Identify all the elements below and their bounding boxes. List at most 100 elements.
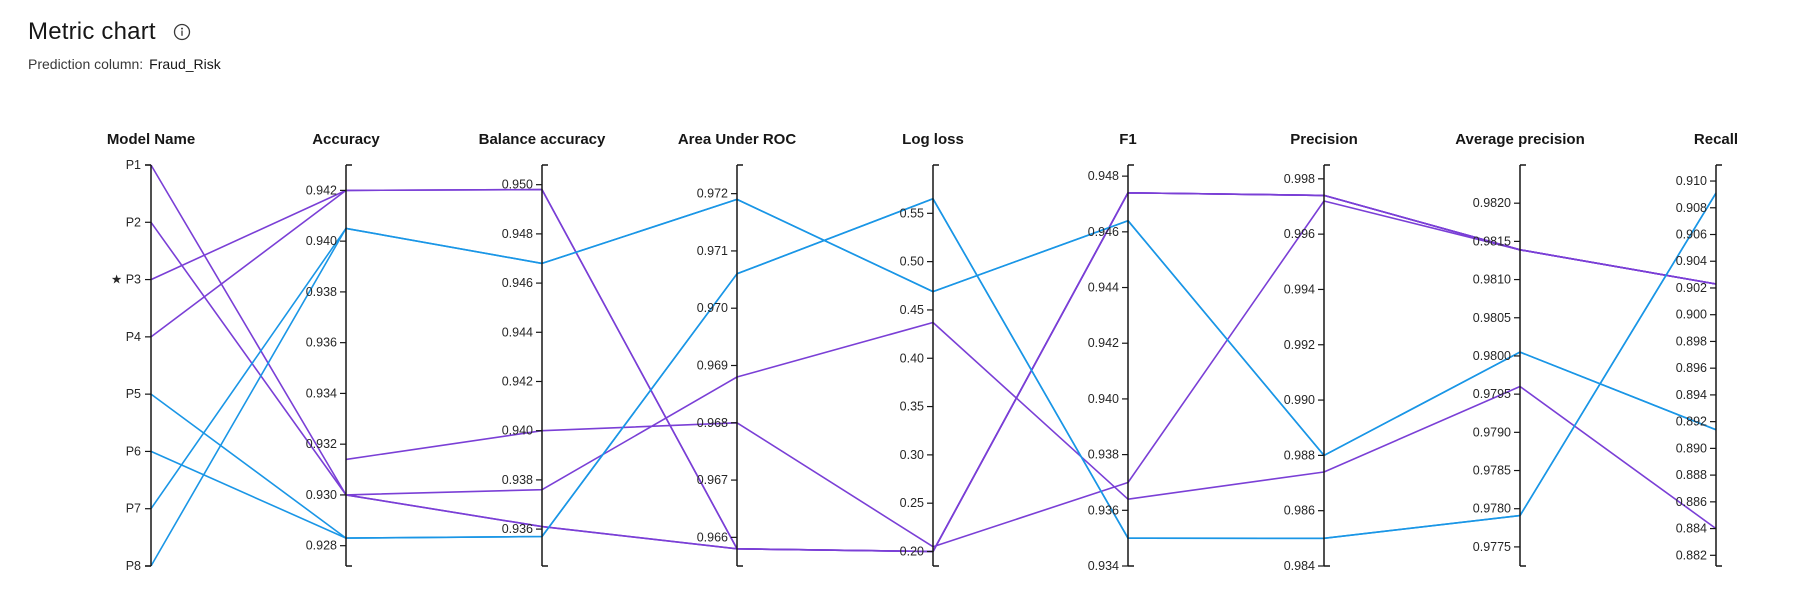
axis-balance: Balance accuracy 0.936 0.938 0.940 0.942 0.94… [479, 131, 606, 567]
info-circle-icon[interactable] [172, 22, 192, 42]
tick-label: 0.936 [1088, 503, 1119, 517]
model-label-P7[interactable]: P7 [126, 502, 141, 516]
prediction-column-label: Prediction column: [28, 56, 144, 72]
tick-label: 0.936 [306, 336, 337, 350]
tick-label: 0.986 [1284, 504, 1315, 518]
tick-label: 0.896 [1676, 361, 1707, 375]
tick-label: 0.55 [900, 206, 924, 220]
page-title: Metric chart [28, 18, 156, 45]
tick-label: 0.998 [1284, 172, 1315, 186]
tick-label: 0.50 [900, 255, 924, 269]
tick-label: 0.971 [697, 244, 728, 258]
axis-title-avgprec: Average precision [1455, 131, 1585, 148]
tick-label: 0.886 [1676, 495, 1707, 509]
axis-accuracy: Accuracy 0.928 0.930 0.932 0.934 0.936 0.938 0.… [306, 131, 380, 567]
tick-label: 0.908 [1676, 201, 1707, 215]
tick-label: 0.992 [1284, 338, 1315, 352]
axis-model: Model Name P1 P2 ★ P3 P4 P5 P6 P7 P8 [107, 131, 195, 573]
model-label-P6[interactable]: P6 [126, 444, 141, 458]
prediction-column-info: Prediction column: Fraud_Risk [28, 56, 221, 72]
tick-label: 0.928 [306, 539, 337, 553]
tick-label: 0.45 [900, 303, 924, 317]
tick-label: 0.898 [1676, 334, 1707, 348]
axis-title-logloss: Log loss [902, 131, 964, 148]
tick-label: 0.944 [1088, 281, 1119, 295]
tick-label: 0.9785 [1473, 464, 1511, 478]
axis-recall: Recall 0.882 0.884 0.886 0.888 0.890 0.892 0.89… [1676, 131, 1738, 567]
tick-label: 0.894 [1676, 388, 1707, 402]
model-label-P3[interactable]: ★ P3 [111, 273, 141, 287]
tick-label: 0.9820 [1473, 196, 1511, 210]
series-line-purple-mid-a[interactable] [345, 200, 1717, 548]
tick-label: 0.942 [306, 183, 337, 197]
axis-title-accuracy: Accuracy [312, 131, 380, 148]
model-label-P2[interactable]: P2 [126, 215, 141, 229]
tick-label: 0.30 [900, 448, 924, 462]
tick-label: 0.900 [1676, 308, 1707, 322]
series-line-purple-mid-b[interactable] [345, 321, 1717, 530]
tick-label: 0.892 [1676, 415, 1707, 429]
axis-title-balance: Balance accuracy [479, 131, 606, 148]
model-label-P5[interactable]: P5 [126, 387, 141, 401]
tick-label: 0.934 [306, 386, 337, 400]
tick-label: 0.990 [1284, 393, 1315, 407]
tick-label: 0.972 [697, 187, 728, 201]
axes: Model Name P1 P2 ★ P3 P4 P5 P6 P7 P8 Accuracy 0.92… [107, 131, 1738, 573]
tick-label: 0.940 [306, 234, 337, 248]
tick-label: 0.9810 [1473, 273, 1511, 287]
tick-label: 0.882 [1676, 548, 1707, 562]
tick-label: 0.938 [1088, 448, 1119, 462]
tick-label: 0.944 [502, 325, 533, 339]
tick-label: 0.950 [502, 178, 533, 192]
tick-label: 0.984 [1284, 559, 1315, 573]
axis-f1: F1 0.934 0.936 0.938 0.940 0.942 0.944 0.946 0.9… [1088, 131, 1137, 573]
axis-title-precision: Precision [1290, 131, 1358, 148]
tick-label: 0.988 [1284, 448, 1315, 462]
tick-label: 0.9790 [1473, 425, 1511, 439]
tick-label: 0.9805 [1473, 311, 1511, 325]
tick-label: 0.906 [1676, 228, 1707, 242]
tick-label: 0.20 [900, 545, 924, 559]
tick-label: 0.966 [697, 530, 728, 544]
axis-auroc: Area Under ROC 0.966 0.967 0.968 0.969 0.970 0… [678, 131, 797, 567]
tick-label: 0.884 [1676, 522, 1707, 536]
axis-title-f1: F1 [1119, 131, 1137, 148]
tick-label: 0.938 [306, 285, 337, 299]
tick-label: 0.936 [502, 522, 533, 536]
model-label-P4[interactable]: P4 [126, 330, 141, 344]
prediction-column-value: Fraud_Risk [149, 56, 221, 72]
tick-label: 0.40 [900, 351, 924, 365]
tick-label: 0.946 [1088, 225, 1119, 239]
tick-label: 0.930 [306, 488, 337, 502]
axis-title-recall: Recall [1694, 131, 1738, 148]
axis-avgprec: Average precision 0.9775 0.9780 0.9785 0.979… [1455, 131, 1585, 567]
tick-label: 0.942 [502, 374, 533, 388]
model-label-P8[interactable]: P8 [126, 559, 141, 573]
tick-label: 0.902 [1676, 281, 1707, 295]
tick-label: 0.932 [306, 437, 337, 451]
tick-label: 0.948 [1088, 169, 1119, 183]
tick-label: 0.969 [697, 359, 728, 373]
model-label-P1[interactable]: P1 [126, 158, 141, 172]
tick-label: 0.940 [1088, 392, 1119, 406]
tick-label: 0.888 [1676, 468, 1707, 482]
title-row: Metric chart [28, 18, 221, 46]
tick-label: 0.934 [1088, 559, 1119, 573]
tick-label: 0.9815 [1473, 234, 1511, 248]
tick-label: 0.967 [697, 473, 728, 487]
axis-title-auroc: Area Under ROC [678, 131, 797, 148]
tick-label: 0.25 [900, 496, 924, 510]
tick-label: 0.948 [502, 227, 533, 241]
tick-label: 0.9795 [1473, 387, 1511, 401]
tick-label: 0.910 [1676, 174, 1707, 188]
tick-label: 0.970 [697, 301, 728, 315]
axis-title-model: Model Name [107, 131, 195, 148]
tick-label: 0.904 [1676, 254, 1707, 268]
tick-label: 0.996 [1284, 227, 1315, 241]
tick-label: 0.942 [1088, 336, 1119, 350]
tick-label: 0.890 [1676, 441, 1707, 455]
tick-label: 0.9800 [1473, 349, 1511, 363]
axis-precision: Precision 0.984 0.986 0.988 0.990 0.992 0.994 0… [1284, 131, 1358, 573]
tick-label: 0.35 [900, 400, 924, 414]
